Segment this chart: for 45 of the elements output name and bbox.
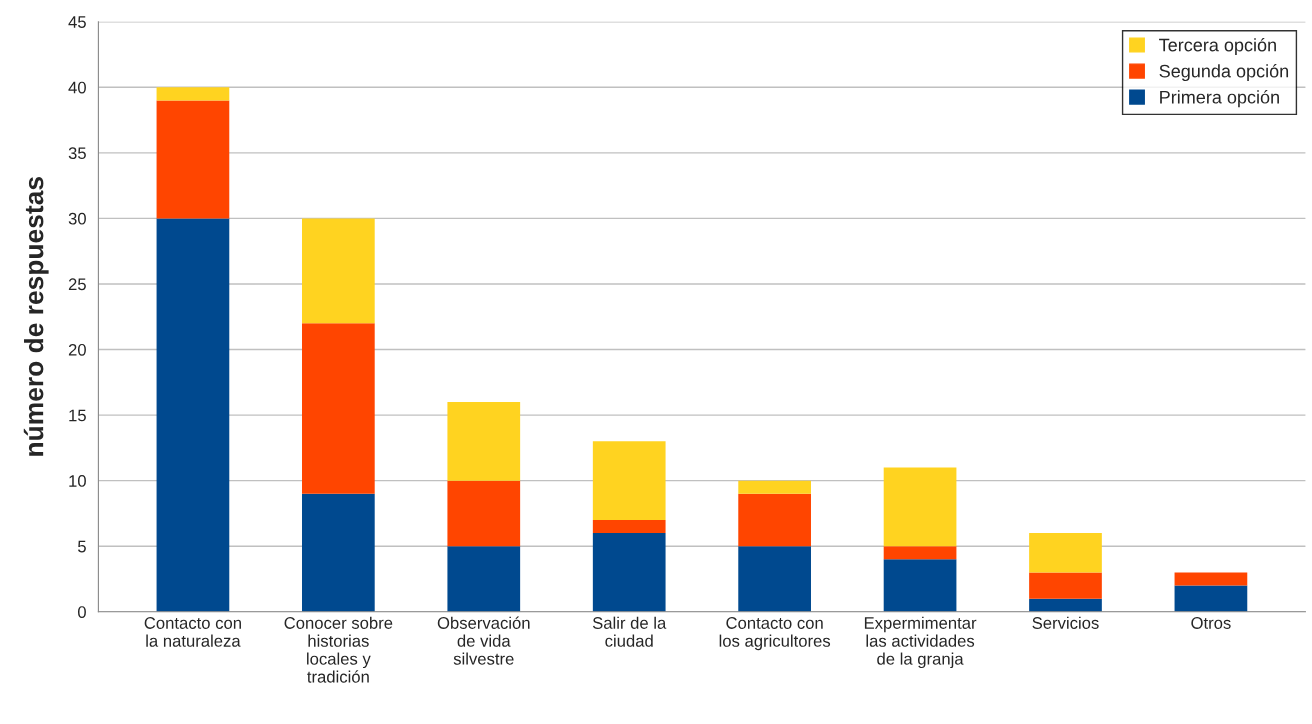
bar xyxy=(302,493,375,612)
bar xyxy=(738,546,811,612)
bar xyxy=(447,546,521,612)
x-tick-label: Salir de la ciudad xyxy=(592,616,667,647)
bar xyxy=(156,218,230,612)
y-tick-label: 25 xyxy=(68,278,86,291)
bar xyxy=(447,480,521,547)
x-tick-label: Conocer sobre historias locales y tradición xyxy=(284,616,393,683)
x-tick-label: Contacto con la naturaleza xyxy=(144,617,241,647)
bar xyxy=(592,519,666,534)
x-tick-label: Servicios xyxy=(1032,616,1099,629)
bar xyxy=(738,480,811,494)
bar xyxy=(738,493,811,547)
bar xyxy=(1029,533,1102,573)
y-tick-label: 45 xyxy=(68,16,86,28)
y-tick-label: 0 xyxy=(77,606,86,618)
bar xyxy=(447,401,521,481)
bar xyxy=(1174,585,1248,612)
bar xyxy=(156,87,230,101)
bar xyxy=(883,467,957,547)
y-tick-label: 10 xyxy=(69,475,86,487)
bar xyxy=(1029,598,1102,612)
legend-label: Primera opción xyxy=(1160,90,1279,108)
bar xyxy=(592,533,666,612)
y-tick-label: 35 xyxy=(68,147,86,160)
x-tick-label: Expermimentar las actividades de la granja xyxy=(864,616,977,669)
bar xyxy=(1029,572,1102,599)
bar xyxy=(883,546,957,560)
y-tick-label: 40 xyxy=(68,81,86,94)
x-tick-label: Observación de vida silvestre xyxy=(437,616,530,665)
y-tick-label: 5 xyxy=(77,540,86,553)
x-tick-label: Otros xyxy=(1191,617,1231,629)
legend-label: Tercera opción xyxy=(1159,37,1276,56)
bar xyxy=(302,218,375,324)
y-tick-label: 20 xyxy=(68,343,86,356)
y-tick-label: 30 xyxy=(68,212,86,225)
bar xyxy=(302,323,375,494)
bar xyxy=(883,559,957,612)
bar xyxy=(156,100,230,219)
x-tick-label: Contacto con los agricultores xyxy=(719,617,831,651)
bar xyxy=(592,441,666,520)
bar xyxy=(1174,572,1248,586)
legend-label: Segunda opción xyxy=(1159,64,1289,82)
y-tick-label: 15 xyxy=(69,409,86,422)
y-axis-title: número de respuestas xyxy=(23,177,49,456)
